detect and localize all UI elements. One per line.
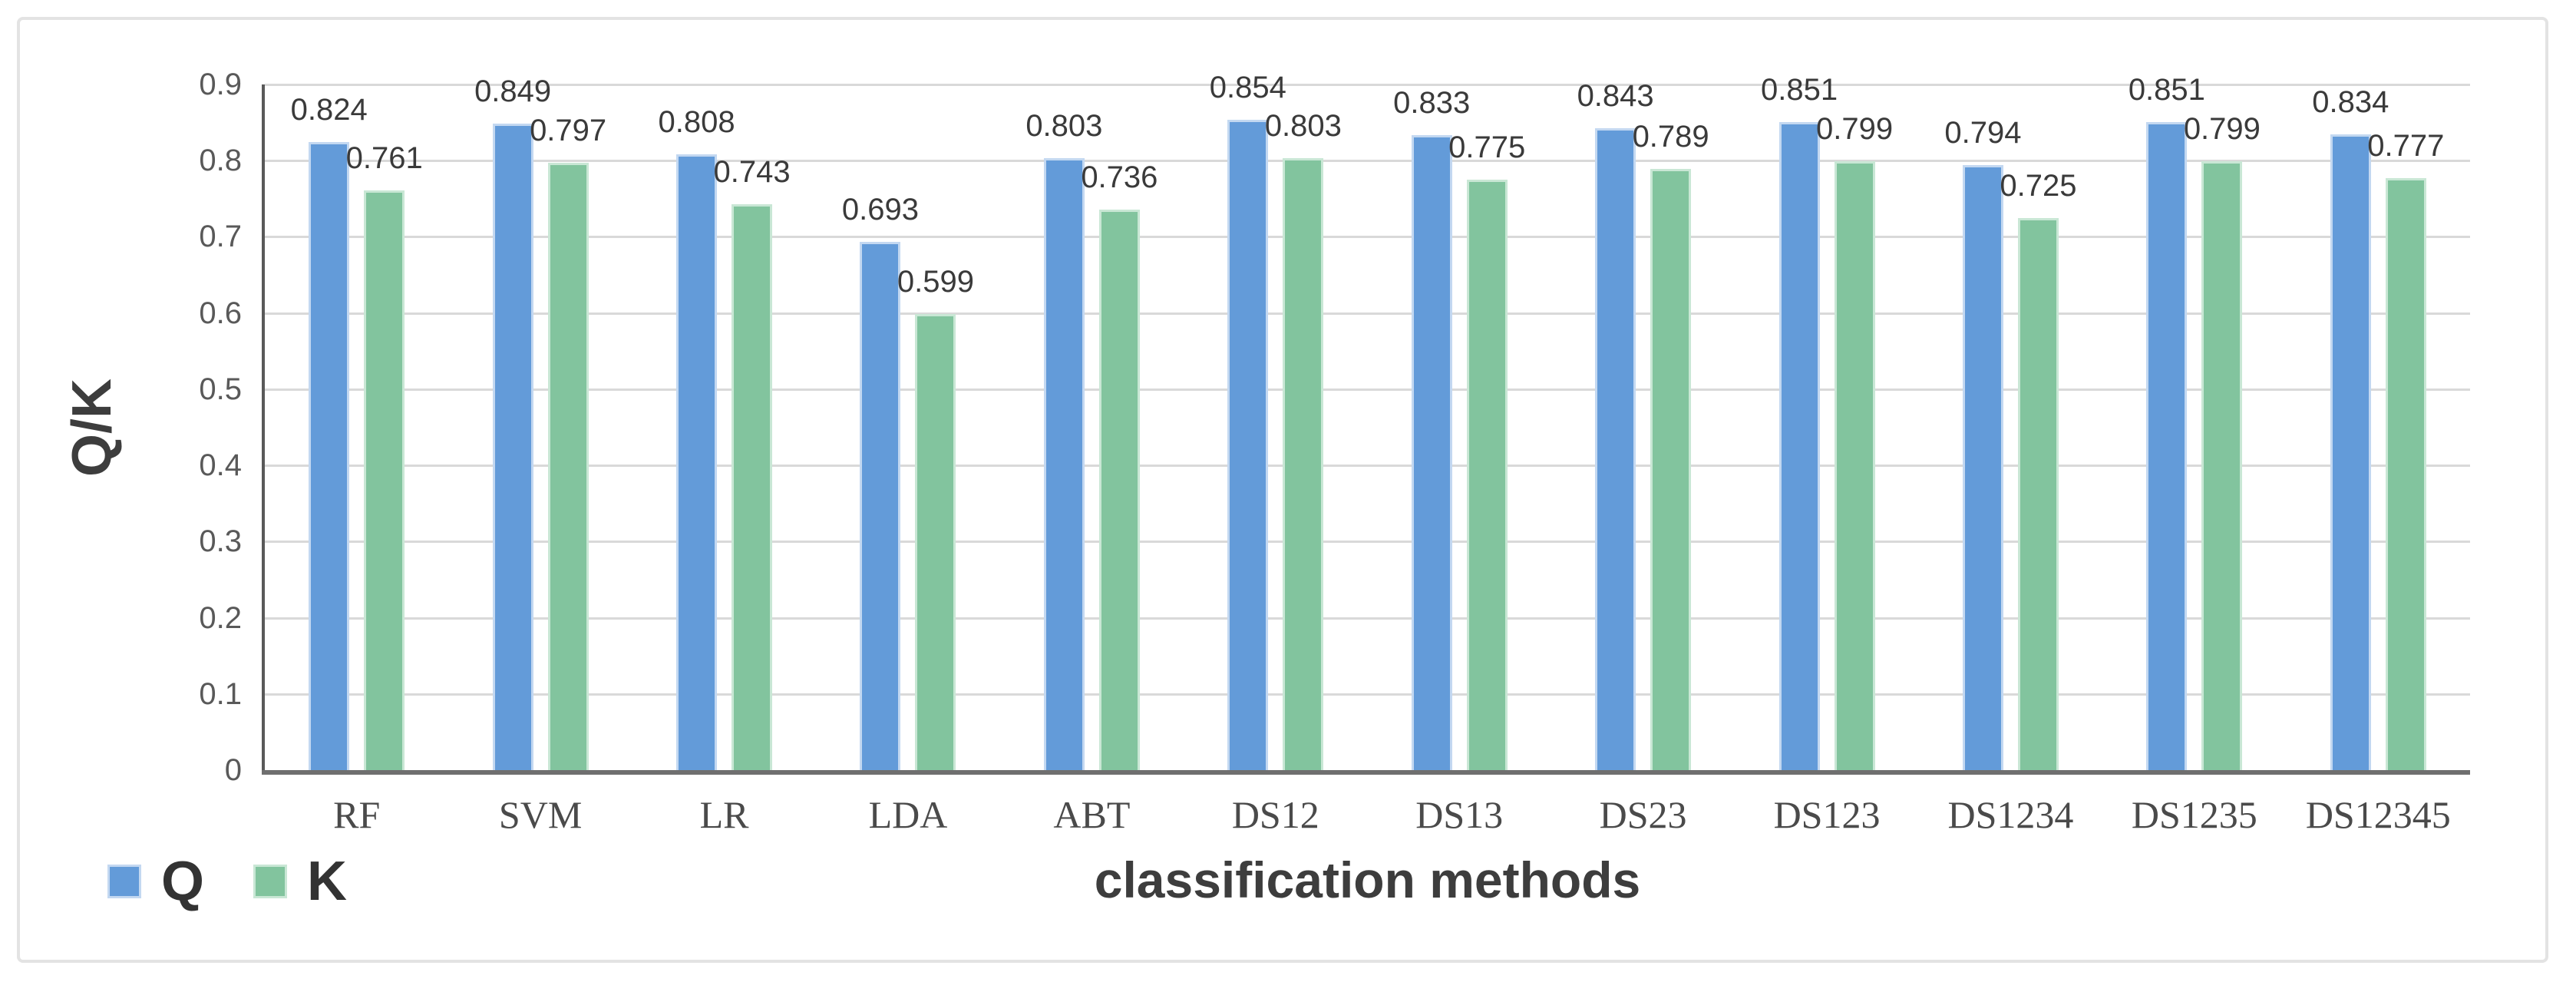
bar-Q-SVM <box>492 123 533 770</box>
gridline <box>265 160 2470 163</box>
bar-Q-DS13 <box>1411 135 1452 770</box>
value-label-Q-DS13: 0.833 <box>1393 86 1471 121</box>
gridline <box>265 388 2470 391</box>
value-label-Q-SVM: 0.849 <box>474 74 552 108</box>
legend-swatch-Q <box>107 865 141 898</box>
bar-Q-DS23 <box>1595 127 1636 770</box>
value-label-K-RF: 0.761 <box>345 141 423 175</box>
y-tick-label: 0 <box>224 753 242 787</box>
bar-K-SVM <box>547 163 589 770</box>
legend-swatch-K <box>253 865 288 898</box>
value-label-K-DS12: 0.803 <box>1264 109 1342 144</box>
y-tick-label: 0.2 <box>199 600 242 635</box>
value-label-K-SVM: 0.797 <box>530 114 607 148</box>
value-label-K-LDA: 0.599 <box>897 264 974 299</box>
value-label-Q-RF: 0.824 <box>290 93 368 127</box>
y-tick-label: 0.1 <box>199 676 242 711</box>
bar-K-LR <box>732 203 773 770</box>
value-label-Q-DS23: 0.843 <box>1577 78 1654 113</box>
bar-Q-LR <box>676 154 718 770</box>
value-label-K-DS23: 0.789 <box>1632 120 1709 154</box>
x-tick-label-ABT: ABT <box>1053 793 1131 836</box>
gridline <box>265 236 2470 239</box>
y-tick-label: 0.6 <box>199 296 242 330</box>
bar-K-DS123 <box>1834 161 1875 770</box>
x-axis-line <box>262 770 2470 775</box>
gridline <box>265 617 2470 620</box>
y-tick-label: 0.4 <box>199 448 242 483</box>
y-tick-label: 0.3 <box>199 524 242 559</box>
x-tick-label-DS12: DS12 <box>1231 793 1319 836</box>
y-axis-line <box>262 84 265 770</box>
x-axis-title: classification methods <box>1094 851 1641 908</box>
x-tick-label-DS23: DS23 <box>1599 793 1687 836</box>
gridline <box>265 312 2470 315</box>
bar-K-DS1234 <box>2017 217 2059 770</box>
bar-Q-DS1235 <box>2146 121 2188 770</box>
bar-K-DS12 <box>1283 158 1324 770</box>
bar-K-DS13 <box>1466 180 1508 770</box>
bar-Q-LDA <box>860 242 901 770</box>
bar-K-LDA <box>915 313 956 770</box>
bar-Q-DS12345 <box>2330 134 2371 770</box>
value-label-K-DS1235: 0.799 <box>2183 112 2261 147</box>
value-label-K-DS12345: 0.777 <box>2367 129 2445 164</box>
gridline <box>265 84 2470 86</box>
bar-K-DS23 <box>1650 169 1692 770</box>
value-label-K-ABT: 0.736 <box>1081 160 1158 194</box>
value-label-Q-DS1235: 0.851 <box>2128 72 2205 107</box>
bar-Q-DS1234 <box>1962 165 2003 770</box>
gridline <box>265 693 2470 696</box>
x-tick-label-DS1235: DS1235 <box>2131 793 2257 836</box>
value-label-K-LR: 0.743 <box>713 154 791 189</box>
bar-K-ABT <box>1098 209 1140 770</box>
legend-item-K: K <box>253 854 347 909</box>
x-tick-label-DS123: DS123 <box>1773 793 1881 836</box>
bar-K-DS12345 <box>2385 178 2426 770</box>
legend-item-Q: Q <box>107 854 204 909</box>
bar-Q-ABT <box>1043 158 1085 770</box>
value-label-Q-ABT: 0.803 <box>1025 109 1103 144</box>
y-tick-label: 0.8 <box>199 144 242 178</box>
gridline <box>265 541 2470 544</box>
y-tick-label: 0.7 <box>199 220 242 254</box>
value-label-Q-DS1234: 0.794 <box>1944 116 2022 150</box>
value-label-K-DS13: 0.775 <box>1448 131 1526 165</box>
legend-label-K: K <box>307 851 348 912</box>
x-tick-label-DS12345: DS12345 <box>2305 793 2451 836</box>
x-tick-label-RF: RF <box>333 793 381 836</box>
bar-Q-DS123 <box>1778 121 1820 770</box>
value-label-Q-DS12345: 0.834 <box>2312 85 2389 120</box>
value-label-K-DS123: 0.799 <box>1815 112 1894 147</box>
x-tick-label-SVM: SVM <box>498 793 583 836</box>
x-tick-label-DS1234: DS1234 <box>1947 793 2074 836</box>
bar-Q-RF <box>309 142 350 770</box>
x-tick-label-DS13: DS13 <box>1415 793 1504 836</box>
bar-Q-DS12 <box>1227 119 1269 770</box>
value-label-Q-DS12: 0.854 <box>1209 70 1286 104</box>
value-label-Q-LDA: 0.693 <box>841 193 919 227</box>
chart-frame <box>17 17 2548 963</box>
y-tick-label: 0.9 <box>199 68 242 101</box>
bar-K-DS1235 <box>2201 161 2243 770</box>
value-label-Q-DS123: 0.851 <box>1760 72 1838 107</box>
legend-label-Q: Q <box>161 851 205 912</box>
y-tick-label: 0.5 <box>199 372 242 406</box>
gridline <box>265 465 2470 468</box>
x-tick-label-LR: LR <box>699 793 749 836</box>
x-tick-label-LDA: LDA <box>868 793 948 836</box>
y-axis-title: Q/K <box>61 379 123 478</box>
value-label-Q-LR: 0.808 <box>658 105 735 140</box>
bar-K-RF <box>364 190 405 770</box>
value-label-K-DS1234: 0.725 <box>2000 168 2077 203</box>
